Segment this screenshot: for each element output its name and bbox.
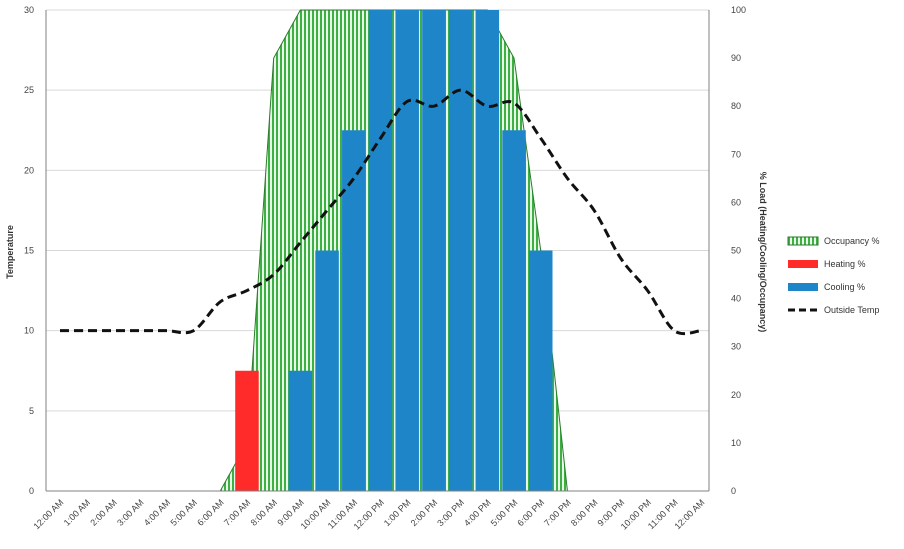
x-tick-label-19: 7:00 PM — [542, 497, 573, 528]
x-axis-ticks: 12:00 AM1:00 AM2:00 AM3:00 AM4:00 AM5:00… — [31, 497, 706, 531]
y-left-tick-label-2: 10 — [24, 326, 34, 336]
y-left-tick-label-6: 30 — [24, 5, 34, 15]
x-tick-label-18: 6:00 PM — [515, 497, 546, 528]
right-axis-ticks: 0 10 20 30 40 50 60 70 80 90 100 — [731, 5, 746, 496]
y-left-tick-label-5: 25 — [24, 85, 34, 95]
y-right-tick-label-8: 80 — [731, 101, 741, 111]
x-tick-label-2: 2:00 AM — [88, 497, 118, 527]
y-left-axis-title: Temperature — [5, 225, 15, 279]
legend-label-occupancy: Occupancy % — [824, 236, 880, 246]
y-right-tick-label-6: 60 — [731, 197, 741, 207]
bar-cooling-14 — [422, 10, 446, 491]
bar-cooling-16 — [475, 10, 500, 491]
x-tick-label-20: 8:00 PM — [569, 497, 600, 528]
x-tick-label-14: 2:00 PM — [409, 497, 440, 528]
x-tick-label-17: 5:00 PM — [489, 497, 520, 528]
y-right-axis-title: % Load (Heating/Cooling/Occupancy) — [758, 172, 768, 333]
bar-cooling-12 — [368, 10, 393, 491]
x-tick-label-16: 4:00 PM — [462, 497, 493, 528]
axes — [45, 10, 710, 492]
legend-label-outside-temp: Outside Temp — [824, 305, 879, 315]
y-left-tick-label-4: 20 — [24, 165, 34, 175]
legend-swatch-cooling — [788, 283, 818, 291]
y-left-tick-label-0: 0 — [29, 486, 34, 496]
x-tick-label-7: 7:00 AM — [222, 497, 252, 527]
legend-label-heating: Heating % — [824, 259, 866, 269]
x-tick-label-6: 6:00 AM — [195, 497, 225, 527]
legend-swatch-heating — [788, 260, 818, 268]
x-tick-label-0: 12:00 AM — [31, 497, 65, 531]
bar-cooling-9 — [288, 370, 313, 491]
bar-cooling-17 — [502, 130, 526, 491]
left-axis-ticks: 0 5 10 15 20 25 30 — [24, 5, 34, 496]
x-tick-label-5: 5:00 AM — [169, 497, 199, 527]
y-left-tick-label-3: 15 — [24, 246, 34, 256]
legend-label-cooling: Cooling % — [824, 282, 865, 292]
y-right-tick-label-4: 40 — [731, 294, 741, 304]
y-right-tick-label-5: 50 — [731, 246, 741, 256]
y-right-tick-label-0: 0 — [731, 486, 736, 496]
series-outside-temp-line — [59, 88, 702, 336]
legend: Occupancy % Heating % Cooling % Outside Tem… — [787, 236, 880, 315]
x-tick-label-8: 8:00 AM — [249, 497, 279, 527]
y-right-tick-label-1: 10 — [731, 438, 741, 448]
x-tick-label-3: 3:00 AM — [115, 497, 145, 527]
bar-cooling-13 — [395, 10, 419, 491]
x-tick-label-15: 3:00 PM — [435, 497, 466, 528]
y-right-tick-label-3: 30 — [731, 342, 741, 352]
y-right-tick-label-9: 90 — [731, 53, 741, 63]
y-left-tick-label-1: 5 — [29, 406, 34, 416]
bar-cooling-15 — [448, 10, 473, 491]
bar-heating-7 — [235, 370, 259, 491]
bar-cooling-10 — [315, 250, 339, 491]
x-tick-label-1: 1:00 AM — [62, 497, 92, 527]
columns-layer — [235, 10, 553, 491]
bar-cooling-11 — [342, 130, 366, 491]
bar-cooling-18 — [528, 250, 553, 491]
x-tick-label-4: 4:00 AM — [142, 497, 172, 527]
y-right-tick-label-7: 70 — [731, 149, 741, 159]
x-tick-label-13: 1:00 PM — [382, 497, 413, 528]
y-right-tick-label-10: 100 — [731, 5, 746, 15]
legend-swatch-occupancy — [787, 236, 819, 246]
y-right-tick-label-2: 20 — [731, 390, 741, 400]
temperature-line-layer — [59, 88, 702, 336]
